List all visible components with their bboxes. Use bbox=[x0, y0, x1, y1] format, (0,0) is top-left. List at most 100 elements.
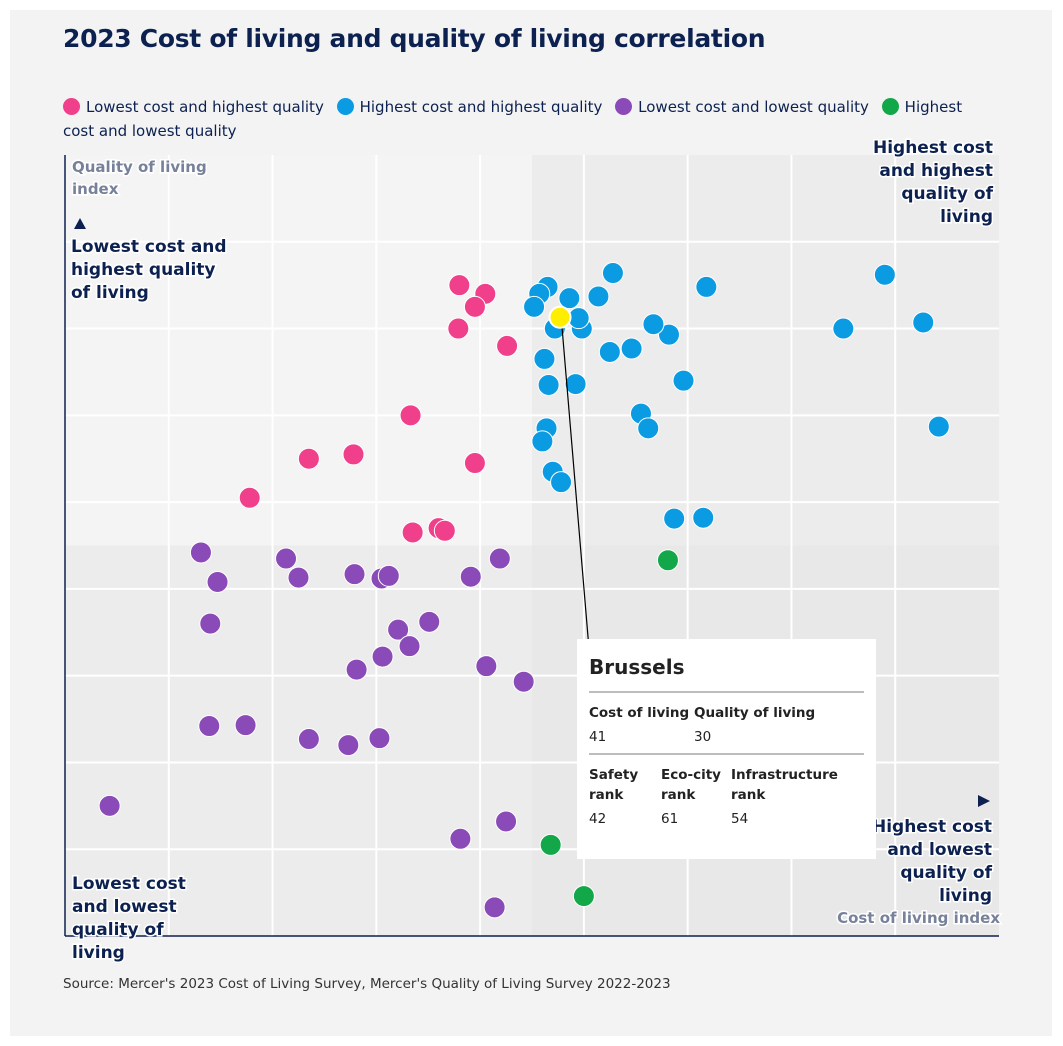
data-point[interactable] bbox=[342, 443, 365, 466]
tooltip-row-ranks: Safety rank 42 Eco-city rank 61 Infrastr… bbox=[589, 765, 864, 827]
data-point[interactable] bbox=[550, 471, 573, 494]
data-point[interactable] bbox=[873, 263, 896, 286]
data-point[interactable] bbox=[206, 570, 229, 593]
data-point[interactable] bbox=[539, 833, 562, 856]
data-point[interactable] bbox=[199, 612, 222, 635]
data-point[interactable] bbox=[533, 347, 556, 370]
quadrant-top-left bbox=[65, 155, 532, 546]
data-point[interactable] bbox=[463, 452, 486, 475]
data-point[interactable] bbox=[537, 373, 560, 396]
legend-swatch-purple bbox=[615, 98, 633, 115]
data-point[interactable] bbox=[512, 670, 535, 693]
data-point[interactable] bbox=[523, 295, 546, 318]
data-point[interactable] bbox=[495, 810, 518, 833]
data-point[interactable] bbox=[459, 565, 482, 588]
data-point[interactable] bbox=[564, 373, 587, 396]
data-point[interactable] bbox=[399, 404, 422, 427]
data-point[interactable] bbox=[371, 645, 394, 668]
tooltip-city: Brussels bbox=[589, 655, 685, 679]
quadrant-label-top-right: Highest cost and highest quality of living bbox=[873, 138, 994, 227]
chart-legend: Lowest cost and highest quality Highest … bbox=[63, 95, 983, 143]
data-point[interactable] bbox=[198, 714, 221, 737]
y-axis-title: Quality of living index bbox=[72, 158, 207, 198]
data-point[interactable] bbox=[598, 340, 621, 363]
data-point[interactable] bbox=[475, 655, 498, 678]
y-axis-arrow-icon bbox=[74, 218, 86, 229]
data-point[interactable] bbox=[398, 635, 421, 658]
tooltip-value: 42 bbox=[589, 811, 607, 827]
legend-item-green[interactable]: Highest cost and lowest quality bbox=[63, 98, 962, 140]
data-point[interactable] bbox=[433, 519, 456, 542]
data-point[interactable] bbox=[832, 317, 855, 340]
legend-item-purple[interactable]: Lowest cost and lowest quality bbox=[615, 98, 869, 116]
tooltip-quality: Quality of living 30 bbox=[694, 703, 854, 745]
data-point[interactable] bbox=[601, 262, 624, 285]
legend-label: Lowest cost and highest quality bbox=[86, 98, 324, 116]
data-point[interactable] bbox=[387, 618, 410, 641]
tooltip-value: 54 bbox=[731, 811, 749, 827]
tooltip-value: 30 bbox=[694, 729, 712, 745]
quadrant-label-top-left: Lowest cost and highest quality of living bbox=[71, 237, 227, 303]
tooltip-label: Safety rank bbox=[589, 767, 639, 803]
legend-swatch-green bbox=[881, 98, 899, 115]
data-point[interactable] bbox=[297, 447, 320, 470]
data-point[interactable] bbox=[238, 486, 261, 509]
legend-item-blue[interactable]: Highest cost and highest quality bbox=[336, 98, 602, 116]
x-axis-arrow-icon bbox=[978, 795, 990, 807]
data-point[interactable] bbox=[447, 317, 470, 340]
source-note: Source: Mercer's 2023 Cost of Living Sur… bbox=[63, 976, 671, 992]
data-point[interactable] bbox=[448, 274, 471, 297]
data-point[interactable] bbox=[377, 564, 400, 587]
data-point[interactable] bbox=[343, 563, 366, 586]
data-point[interactable] bbox=[463, 295, 486, 318]
data-point[interactable] bbox=[695, 275, 718, 298]
data-point[interactable] bbox=[418, 610, 441, 633]
data-point[interactable] bbox=[531, 430, 554, 453]
data-point[interactable] bbox=[637, 417, 660, 440]
data-point[interactable] bbox=[496, 334, 519, 357]
tooltip-label: Infrastructure rank bbox=[731, 767, 838, 803]
data-point[interactable] bbox=[657, 323, 680, 346]
tooltip-value: 61 bbox=[661, 811, 679, 827]
x-axis-title: Cost of living index bbox=[837, 909, 1000, 927]
data-point[interactable] bbox=[337, 734, 360, 757]
data-point[interactable] bbox=[297, 728, 320, 751]
legend-item-pink[interactable]: Lowest cost and highest quality bbox=[63, 98, 324, 116]
tooltip-divider bbox=[589, 753, 864, 755]
data-point[interactable] bbox=[587, 285, 610, 308]
tooltip-cost: Cost of living 41 bbox=[589, 703, 694, 745]
tooltip-value: 41 bbox=[589, 729, 607, 745]
tooltip-row-index: Cost of living 41 Quality of living 30 bbox=[589, 703, 864, 745]
data-point[interactable] bbox=[287, 566, 310, 589]
tooltip-divider bbox=[589, 691, 864, 693]
tooltip-label: Quality of living bbox=[694, 705, 816, 721]
data-point[interactable] bbox=[234, 714, 257, 737]
tooltip-label: Cost of living bbox=[589, 705, 690, 721]
data-point[interactable] bbox=[98, 794, 121, 817]
data-point[interactable] bbox=[656, 549, 679, 572]
data-point[interactable] bbox=[449, 827, 472, 850]
data-point[interactable] bbox=[620, 337, 643, 360]
data-point[interactable] bbox=[642, 313, 665, 336]
data-point[interactable] bbox=[189, 541, 212, 564]
data-point[interactable] bbox=[663, 507, 686, 530]
highlighted-point[interactable] bbox=[548, 305, 572, 329]
tooltip-arrow bbox=[561, 327, 594, 651]
data-point[interactable] bbox=[692, 506, 715, 529]
data-point[interactable] bbox=[912, 311, 935, 334]
tooltip-infrastructure: Infrastructure rank 54 bbox=[731, 765, 861, 827]
legend-label: Highest cost and lowest quality bbox=[63, 98, 963, 140]
data-point[interactable] bbox=[488, 547, 511, 570]
data-point[interactable] bbox=[572, 885, 595, 908]
data-point[interactable] bbox=[558, 287, 581, 310]
data-point[interactable] bbox=[368, 727, 391, 750]
legend-swatch-pink bbox=[63, 98, 80, 115]
data-point[interactable] bbox=[401, 521, 424, 544]
data-point[interactable] bbox=[275, 547, 298, 570]
data-point[interactable] bbox=[345, 658, 368, 681]
tooltip-card: Brussels Cost of living 41 Quality of li… bbox=[577, 639, 876, 859]
data-point[interactable] bbox=[672, 369, 695, 392]
data-point[interactable] bbox=[483, 896, 506, 919]
data-point[interactable] bbox=[927, 415, 950, 438]
